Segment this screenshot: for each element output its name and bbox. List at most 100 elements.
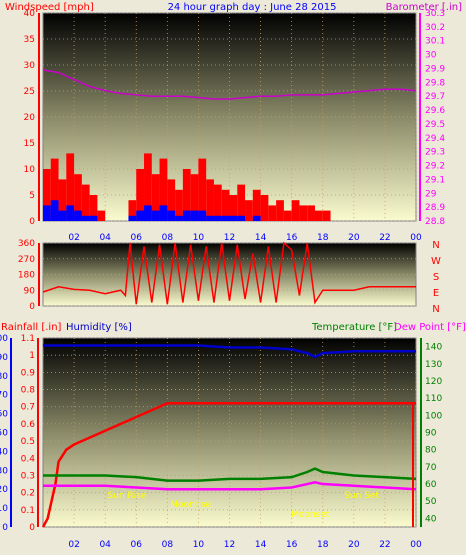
barometer-line (42, 69, 417, 100)
barometer-tick-label: 29.5 (425, 120, 445, 130)
compass-label: S (433, 272, 439, 283)
hour-tick-label: 08 (162, 540, 174, 550)
barometer-tick-label: 30.1 (425, 37, 445, 47)
humidity-tick-label: 0 (2, 523, 8, 533)
windspeed-tick-label: 30 (24, 61, 36, 71)
wind-gust-bar (151, 174, 160, 221)
compass-label: E (433, 288, 439, 299)
humidity-tick-label: 20 (0, 485, 8, 495)
hour-tick-label: 18 (317, 233, 329, 243)
wind-gust-bar (252, 189, 261, 221)
hour-tick-label: 16 (286, 540, 298, 550)
humidity-line (43, 344, 416, 359)
wind-gust-bar (144, 153, 152, 221)
wind-avg-bar (81, 215, 90, 221)
barometer-tick-label: 29.2 (425, 162, 445, 172)
wind-gust-bar (283, 210, 292, 221)
rain-hour-ticks: 02 04 06 08 10 12 14 16 18 20 22 00 (68, 540, 422, 550)
wind-avg-bar (151, 210, 160, 221)
wind-avg-bar (144, 205, 152, 221)
wind-gust-bar (322, 210, 331, 221)
barometer-tick-label: 28.8 (425, 217, 445, 227)
hour-tick-label: 04 (99, 540, 111, 550)
rainfall-tick-label: 0.3 (21, 471, 35, 481)
wind-gust-bar (167, 179, 176, 221)
annotation-label: Sun Rise (107, 491, 146, 501)
direction-tick-label: 90 (24, 286, 36, 296)
wind-avg-bar (182, 210, 191, 221)
temperature-tick-label: 140 (425, 343, 442, 353)
direction-series (42, 241, 416, 305)
wind-avg-bar (221, 215, 230, 221)
direction-tick-label: 270 (18, 255, 35, 265)
dewpoint-line (43, 481, 417, 491)
humidity-tick-label: 90 (0, 353, 8, 363)
windspeed-tick-label: 15 (24, 139, 35, 149)
wind-gust-bar (268, 205, 277, 221)
rainfall-axis-label: Rainfall [.in] (1, 322, 62, 333)
temperature-tick-label: 120 (425, 377, 442, 387)
barometer-ticks: 28.8 28.9 29 29.1 29.2 29.3 29.4 29.5 29.6 29.7 29… (425, 9, 445, 227)
wind-gust-bar (74, 174, 82, 221)
compass-label: N (432, 304, 439, 315)
wind-gust-bar (89, 195, 98, 221)
windspeed-tick-label: 0 (29, 217, 35, 227)
dewpoint-axis-label: Dew Point [°F] (394, 322, 466, 333)
temperature-tick-label: 80 (425, 446, 437, 456)
wind-gust-bar (182, 169, 191, 221)
hour-tick-label: 16 (286, 233, 298, 243)
humidity-ticks: 0 10 20 30 40 50 60 70 80 90 100 (0, 334, 8, 533)
humidity-tick-label: 60 (0, 410, 8, 420)
barometer-tick-label: 30.3 (425, 9, 445, 19)
barometer-tick-label: 28.9 (425, 203, 445, 213)
hour-tick-label: 00 (410, 540, 422, 550)
temperature-tick-label: 40 (425, 514, 437, 524)
wind-gust-bar (299, 205, 308, 221)
barometer-axis-label: Barometer [.in] (386, 2, 462, 13)
wind-gust-bar (237, 184, 246, 221)
wind-gust-bar (276, 200, 284, 221)
hour-tick-label: 00 (410, 233, 422, 243)
hour-tick-label: 14 (255, 233, 267, 243)
wind-avg-bar (89, 215, 98, 221)
wind-gust-bar (221, 189, 230, 221)
windspeed-tick-label: 10 (24, 165, 36, 175)
wind-avg-bar (206, 215, 214, 221)
wind-gust-bar (43, 169, 51, 221)
rainfall-tick-label: 0.2 (21, 489, 35, 499)
wind-avg-bar (175, 215, 183, 221)
direction-ticks: 0 90 180 270 360 (18, 239, 35, 312)
annotation-label: Sun Set (344, 491, 379, 501)
wind-gust-bar (314, 210, 323, 221)
windspeed-ticks: 0 5 10 15 20 25 30 35 40 (24, 9, 36, 227)
wind-avg-bar (58, 210, 67, 221)
wind-avg-bar (74, 210, 82, 221)
direction-line (42, 241, 416, 305)
direction-tick-label: 180 (18, 271, 35, 281)
rainfall-tick-label: 0.1 (21, 506, 35, 516)
wind-gust-bar (97, 210, 106, 221)
rainfall-tick-label: 0.8 (21, 386, 36, 396)
temperature-tick-label: 130 (425, 360, 442, 370)
temperature-tick-label: 60 (425, 480, 437, 490)
wind-avg-bar (128, 215, 137, 221)
wind-avg-bar (190, 210, 199, 221)
temperature-axis-label: Temperature [°F] (311, 322, 397, 333)
wind-gust-bar (260, 195, 269, 221)
hour-tick-label: 14 (255, 540, 267, 550)
temperature-line (43, 467, 417, 482)
hour-tick-label: 12 (224, 233, 235, 243)
humidity-tick-label: 10 (0, 504, 8, 514)
windspeed-tick-label: 40 (24, 9, 36, 19)
rainfall-tick-label: 0 (29, 523, 35, 533)
barometer-tick-label: 29.3 (425, 148, 445, 158)
barometer-tick-label: 30.2 (425, 23, 445, 33)
hour-tick-label: 08 (162, 233, 174, 243)
humidity-tick-label: 50 (0, 429, 8, 439)
annotation-label: Moonset (291, 510, 330, 520)
humidity-tick-label: 30 (0, 466, 8, 476)
humidity-tick-label: 100 (0, 334, 8, 344)
windspeed-tick-label: 20 (24, 113, 36, 123)
wind-avg-bar (252, 215, 261, 221)
